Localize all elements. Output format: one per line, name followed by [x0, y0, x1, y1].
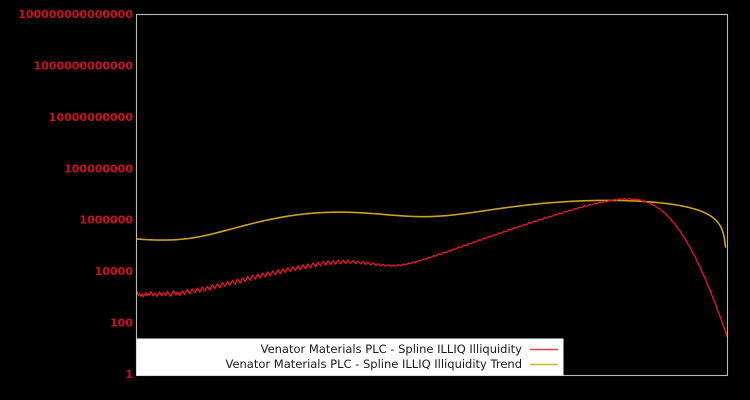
- y-axis-tick-labels: 1 100 10000 1000000 100000000 10000000000 1000…: [18, 8, 133, 381]
- legend-label-trend: Venator Materials PLC - Spline ILLIQ Ill…: [225, 357, 522, 371]
- series-group: [137, 197, 727, 337]
- series-line-trend: [137, 199, 727, 248]
- legend-background: [136, 338, 564, 376]
- y-tick-label: 100: [110, 317, 133, 330]
- y-tick-label: 10000: [95, 265, 134, 278]
- y-tick-label: 100000000: [64, 162, 133, 175]
- series-line-illiquidity: [137, 197, 727, 337]
- y-tick-label: 1000000: [79, 214, 133, 227]
- legend-label-illiquidity: Venator Materials PLC - Spline ILLIQ Ill…: [261, 342, 523, 356]
- y-tick-label: 1: [125, 368, 133, 381]
- y-tick-label: 100000000000000: [18, 8, 133, 21]
- y-tick-label: 1000000000000: [34, 59, 134, 72]
- y-tick-label: 10000000000: [49, 111, 134, 124]
- chart-legend: Venator Materials PLC - Spline ILLIQ Ill…: [136, 338, 564, 376]
